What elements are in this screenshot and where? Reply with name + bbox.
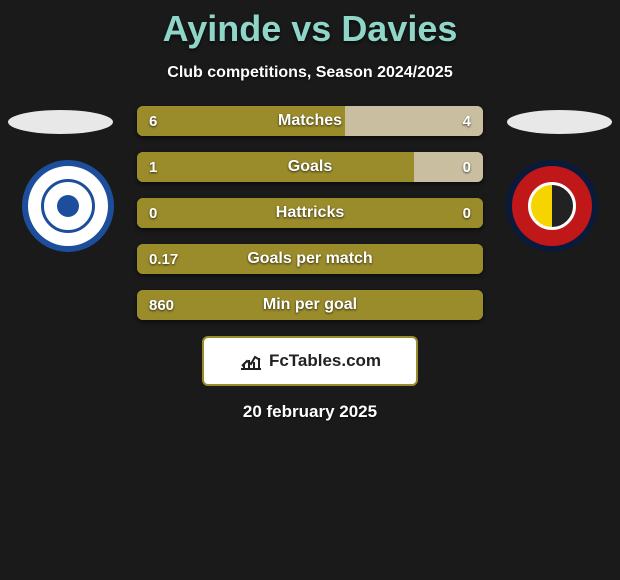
brand-text: FcTables.com	[269, 351, 381, 371]
stat-label: Min per goal	[263, 296, 357, 314]
stat-value-right: 0	[463, 159, 471, 176]
stat-value-left: 1	[149, 159, 157, 176]
brand-badge: FcTables.com	[202, 336, 418, 386]
player-photo-placeholder-right	[507, 110, 612, 134]
stat-value-left: 0.17	[149, 251, 178, 268]
snapshot-date: 20 february 2025	[0, 402, 620, 422]
player-photo-placeholder-left	[8, 110, 113, 134]
chart-line-icon	[239, 351, 263, 371]
stat-value-right: 0	[463, 205, 471, 222]
stat-row: 1 Goals 0	[137, 152, 483, 182]
stat-label: Goals	[288, 158, 332, 176]
stat-value-right: 4	[463, 113, 471, 130]
subtitle: Club competitions, Season 2024/2025	[0, 64, 620, 82]
stat-row: 0 Hattricks 0	[137, 198, 483, 228]
stat-row: 860 Min per goal	[137, 290, 483, 320]
club-crest-right	[506, 160, 598, 252]
stat-label: Hattricks	[276, 204, 344, 222]
stat-bars: 6 Matches 4 1 Goals 0 0 Hattricks 0 0.17 Goals per…	[137, 106, 483, 320]
stat-label: Goals per match	[247, 250, 372, 268]
stat-value-left: 860	[149, 297, 174, 314]
club-crest-left	[22, 160, 114, 252]
stat-value-left: 6	[149, 113, 157, 130]
page-title: Ayinde vs Davies	[0, 0, 620, 50]
stat-row: 6 Matches 4	[137, 106, 483, 136]
comparison-area: 6 Matches 4 1 Goals 0 0 Hattricks 0 0.17 Goals per…	[0, 106, 620, 422]
stat-value-left: 0	[149, 205, 157, 222]
stat-row: 0.17 Goals per match	[137, 244, 483, 274]
stat-label: Matches	[278, 112, 342, 130]
